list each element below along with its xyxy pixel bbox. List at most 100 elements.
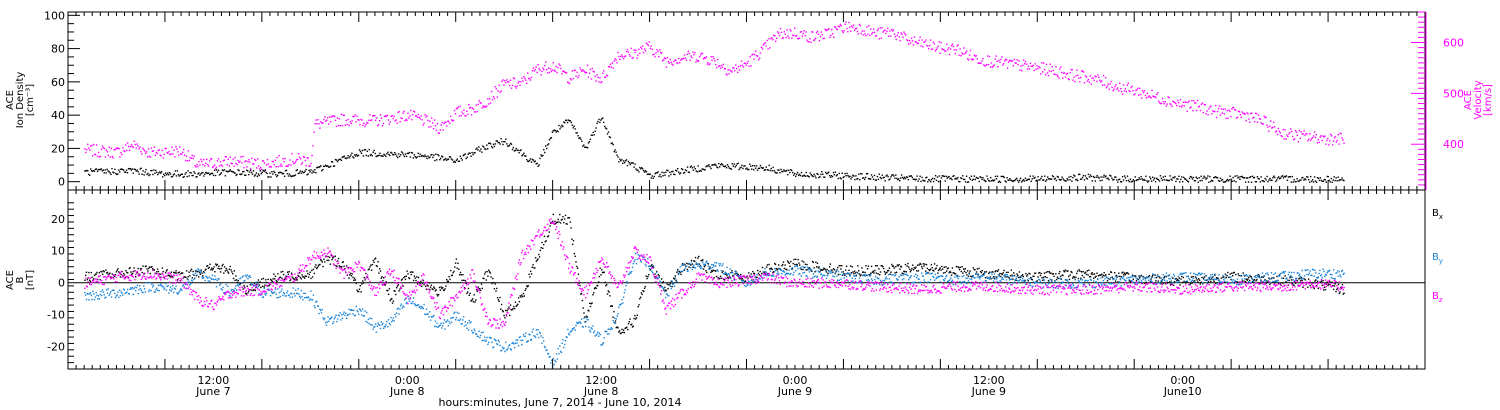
bx-series-point bbox=[85, 274, 87, 277]
velocity-series-point bbox=[276, 156, 278, 159]
by-series-point bbox=[221, 289, 223, 291]
velocity-series-point bbox=[1205, 113, 1207, 115]
density-series-point bbox=[237, 169, 239, 171]
bx-series-point bbox=[1339, 291, 1341, 293]
velocity-series-point bbox=[195, 166, 197, 168]
velocity-series-point bbox=[1219, 114, 1222, 116]
density-series-point bbox=[1252, 177, 1255, 179]
bx-series-point bbox=[321, 261, 323, 263]
density-series-point bbox=[224, 175, 227, 177]
velocity-series-point bbox=[120, 152, 122, 154]
velocity-series-point bbox=[717, 58, 719, 61]
bx-series-point bbox=[695, 263, 697, 265]
density-series-point bbox=[904, 177, 907, 180]
bx-series-point bbox=[278, 277, 281, 279]
bx-series-point bbox=[369, 266, 371, 268]
bx-series-point bbox=[489, 272, 491, 274]
bx-series-point bbox=[730, 271, 732, 274]
velocity-series-point bbox=[661, 59, 664, 62]
density-series-point bbox=[88, 173, 90, 176]
velocity-series-point bbox=[121, 153, 123, 156]
density-series-point bbox=[967, 181, 970, 183]
bx-series-point bbox=[881, 265, 883, 267]
bx-series-point bbox=[1340, 286, 1342, 289]
bx-series-point bbox=[719, 275, 722, 277]
density-series-point bbox=[334, 158, 337, 161]
bx-series-point bbox=[505, 309, 507, 312]
bx-series-point bbox=[501, 309, 504, 312]
by-series-point bbox=[110, 296, 113, 298]
bx-series-point bbox=[680, 273, 682, 276]
density-series-point bbox=[137, 171, 139, 173]
bx-series-point bbox=[864, 271, 866, 274]
density-tick-label: 0 bbox=[58, 176, 65, 189]
density-series-point bbox=[892, 174, 894, 176]
velocity-series-point bbox=[882, 31, 884, 33]
density-series-point bbox=[248, 171, 251, 173]
bx-series-point bbox=[833, 269, 836, 271]
velocity-series-point bbox=[393, 115, 395, 118]
density-series-point bbox=[1287, 176, 1290, 178]
by-series-point bbox=[202, 277, 204, 280]
by-series-point bbox=[374, 323, 377, 325]
bx-series-point bbox=[593, 287, 596, 290]
bx-series-point bbox=[1086, 270, 1088, 272]
density-series-point bbox=[423, 155, 425, 158]
density-series-point bbox=[1228, 179, 1230, 181]
by-series-point bbox=[243, 280, 245, 282]
density-series-point bbox=[1042, 179, 1044, 181]
bx-series-point bbox=[1343, 292, 1345, 294]
bx-series-point bbox=[1123, 272, 1126, 274]
density-series-point bbox=[1231, 180, 1233, 182]
bx-series-point bbox=[904, 270, 906, 273]
velocity-series-point bbox=[1207, 114, 1209, 116]
by-series-point bbox=[611, 328, 613, 330]
bx-series-point bbox=[479, 289, 482, 292]
density-series-point bbox=[664, 174, 666, 176]
bx-series-point bbox=[699, 265, 702, 267]
density-series-point bbox=[848, 176, 850, 178]
by-series-point bbox=[462, 319, 464, 321]
by-series-point bbox=[650, 268, 652, 270]
velocity-series-point bbox=[761, 48, 764, 50]
by-series-point bbox=[488, 336, 491, 339]
bx-series-point bbox=[429, 286, 432, 288]
velocity-series-point bbox=[358, 119, 360, 121]
velocity-series-point bbox=[1090, 83, 1092, 85]
density-series-point bbox=[1191, 178, 1194, 180]
density-series-point bbox=[212, 174, 215, 177]
velocity-series-point bbox=[701, 52, 704, 55]
by-series-point bbox=[420, 307, 422, 310]
velocity-series-point bbox=[104, 156, 107, 158]
bx-series-point bbox=[531, 266, 533, 268]
bx-series-point bbox=[1328, 281, 1331, 283]
by-series-point bbox=[242, 275, 244, 277]
by-series-point bbox=[587, 319, 589, 321]
density-series-point bbox=[483, 146, 485, 148]
density-series-point bbox=[351, 152, 353, 154]
density-series-point bbox=[636, 169, 638, 172]
by-series-point bbox=[362, 308, 364, 310]
velocity-series-point bbox=[1064, 76, 1067, 78]
density-series-point bbox=[1208, 181, 1210, 183]
bx-series-point bbox=[85, 271, 88, 273]
bx-series-point bbox=[358, 288, 361, 290]
density-series-point bbox=[1026, 179, 1029, 181]
velocity-series-point bbox=[755, 50, 757, 52]
velocity-series-point bbox=[291, 153, 293, 155]
by-series-point bbox=[416, 304, 418, 307]
velocity-series-point bbox=[309, 165, 311, 167]
by-series-point bbox=[618, 304, 621, 306]
bx-series-point bbox=[709, 266, 711, 269]
density-series-point bbox=[824, 176, 826, 178]
bx-series-point bbox=[353, 279, 355, 281]
velocity-series-point bbox=[833, 36, 835, 38]
by-series-point bbox=[427, 313, 429, 315]
density-series-point bbox=[665, 171, 667, 173]
bx-series-point bbox=[822, 268, 824, 271]
velocity-series-point bbox=[176, 148, 178, 150]
density-series-point bbox=[621, 159, 623, 161]
density-series-point bbox=[1333, 176, 1335, 178]
density-series-point bbox=[1079, 178, 1082, 180]
by-series-point bbox=[170, 290, 172, 292]
